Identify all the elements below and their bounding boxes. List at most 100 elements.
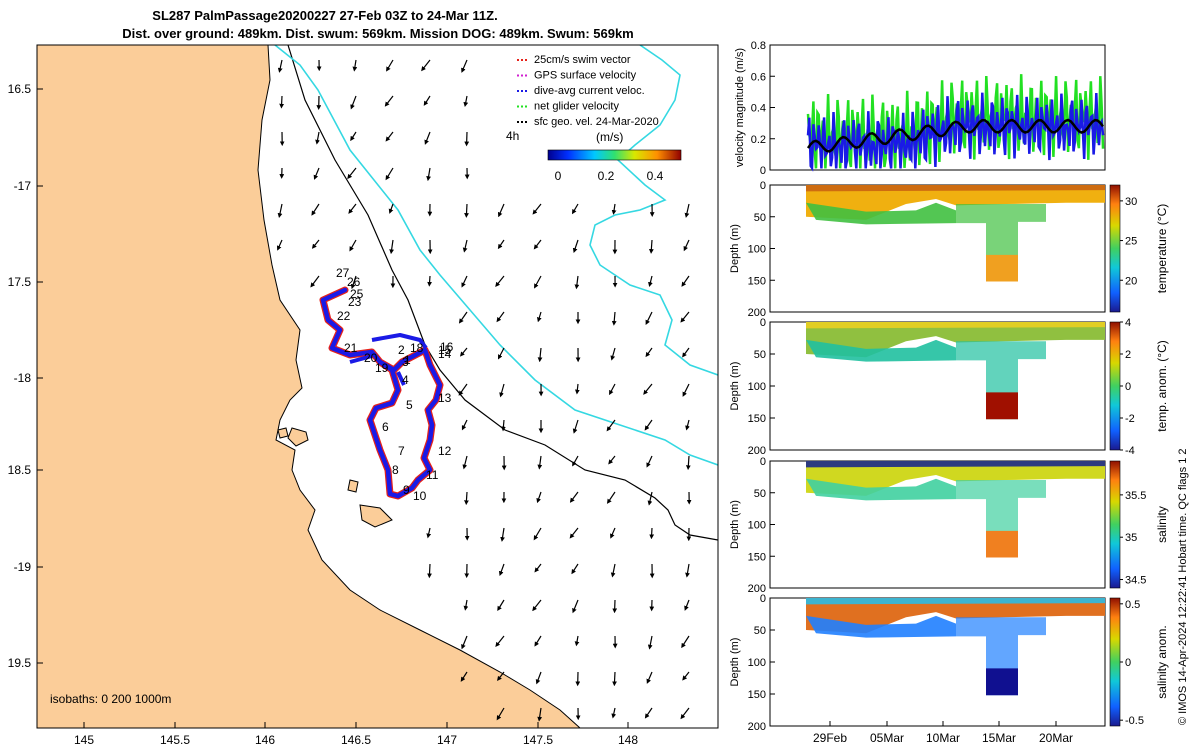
lon-tick-label: 147.5	[523, 733, 553, 747]
colorbar-label: temperature (°C)	[1155, 204, 1169, 294]
legend-label: dive-avg current veloc.	[534, 85, 645, 97]
velocity-arrow	[688, 456, 689, 468]
velocity-arrow	[429, 276, 430, 284]
colorbar-tick-label: 20	[1125, 275, 1137, 287]
waypoint-label: 7	[398, 444, 405, 458]
section-deep	[986, 392, 1018, 419]
colorbar-tick-label: 35	[1125, 532, 1137, 544]
colorbar-tick-label: 0.2	[598, 169, 615, 183]
colorbar-label: salinity	[1155, 506, 1169, 543]
section-colorbar	[1110, 185, 1120, 312]
colorbar-label: temp. anom. (°C)	[1155, 340, 1169, 432]
time-tick-label: 20Mar	[1039, 731, 1073, 745]
waypoint-label: 11	[426, 468, 439, 482]
lon-tick-label: 146	[255, 733, 275, 747]
colorbar-tick-label: 4	[1125, 317, 1131, 329]
waypoint-label: 4	[402, 373, 409, 387]
lon-tick-label: 148	[618, 733, 638, 747]
legend-label: GPS surface velocity	[534, 70, 637, 82]
lon-tick-label: 145	[74, 733, 94, 747]
waypoint-label: 6	[382, 420, 389, 434]
velocity-arrow	[614, 672, 615, 684]
waypoint-label: 1	[404, 353, 411, 367]
depth-tick-label: 200	[748, 721, 766, 733]
depth-tick-label: 100	[748, 520, 766, 532]
velocity-ytick-label: 0.8	[751, 40, 766, 52]
lon-tick-label: 147	[437, 733, 457, 747]
velocity-arrow	[466, 204, 467, 216]
colorbar-tick-label: 35.5	[1125, 490, 1146, 502]
depth-tick-label: 100	[748, 244, 766, 256]
speed-colorbar	[548, 150, 681, 160]
colorbar-tick-label: -4	[1125, 445, 1135, 457]
legend-units: (m/s)	[596, 130, 623, 144]
depth-tick-label: 50	[754, 212, 766, 224]
title-line1: SL287 PalmPassage20200227 27-Feb 03Z to …	[152, 8, 497, 23]
lat-tick-label: -18	[14, 371, 32, 385]
time-tick-label: 10Mar	[926, 731, 960, 745]
lat-tick-label: 16.5	[8, 82, 32, 96]
section-deep	[986, 255, 1018, 282]
time-tick-label: 15Mar	[982, 731, 1016, 745]
velocity-ytick-label: 0.2	[751, 134, 766, 146]
colorbar-tick-label: 2	[1125, 349, 1131, 361]
title-line2: Dist. over ground: 489km. Dist. swum: 56…	[122, 26, 634, 41]
lon-tick-label: 145.5	[160, 733, 190, 747]
colorbar-tick-label: 30	[1125, 196, 1137, 208]
velocity-arrow	[652, 528, 653, 537]
colorbar-tick-label: 0	[555, 169, 562, 183]
waypoint-label: 10	[413, 489, 427, 503]
lat-tick-label: 18.5	[8, 463, 32, 477]
waypoint-label: 22	[337, 309, 351, 323]
depth-tick-label: 0	[760, 317, 766, 329]
time-tick-label: 05Mar	[870, 731, 904, 745]
depth-tick-label: 0	[760, 456, 766, 468]
depth-tick-label: 0	[760, 593, 766, 605]
colorbar-tick-label: -2	[1125, 413, 1135, 425]
waypoint-label: 9	[403, 483, 410, 497]
legend-label: sfc geo. vel. 24-Mar-2020	[534, 116, 659, 128]
colorbar-tick-label: 0.5	[1125, 599, 1140, 611]
depth-tick-label: 150	[748, 413, 766, 425]
lon-tick-label: 146.5	[341, 733, 371, 747]
waypoint-label: 16	[440, 340, 454, 354]
velocity-ytick-label: 0.4	[751, 103, 766, 115]
depth-tick-label: 150	[748, 275, 766, 287]
waypoint-label: 12	[438, 444, 452, 458]
footer-credit: © IMOS 14-Apr-2024 12:22:41 Hobart time.…	[1177, 448, 1189, 725]
waypoint-label: 5	[406, 398, 413, 412]
legend-label: net glider velocity	[534, 101, 619, 113]
velocity-arrow	[282, 96, 283, 106]
depth-ylabel: Depth (m)	[729, 224, 741, 273]
depth-tick-label: 50	[754, 625, 766, 637]
section-deep	[986, 531, 1018, 558]
velocity-arrow	[466, 492, 467, 503]
velocity-ytick-label: 0	[760, 165, 766, 177]
lat-tick-label: -17	[14, 179, 32, 193]
velocity-arrow	[503, 420, 504, 429]
colorbar-tick-label: 25	[1125, 236, 1137, 248]
section-colorbar	[1110, 461, 1120, 588]
depth-tick-label: 150	[748, 689, 766, 701]
section-colorbar	[1110, 322, 1120, 450]
legend-hours: 4h	[506, 129, 519, 143]
depth-tick-label: 150	[748, 551, 766, 563]
colorbar-tick-label: 0.4	[647, 169, 664, 183]
waypoint-label: 21	[344, 341, 358, 355]
colorbar-label: salinity anom.	[1155, 625, 1169, 698]
waypoint-label: 19	[375, 361, 389, 375]
waypoint-label: 8	[392, 463, 399, 477]
section-deep	[986, 668, 1018, 695]
time-tick-label: 29Feb	[813, 731, 847, 745]
depth-tick-label: 50	[754, 488, 766, 500]
velocity-arrow	[429, 564, 430, 576]
waypoint-label: 18	[410, 341, 424, 355]
